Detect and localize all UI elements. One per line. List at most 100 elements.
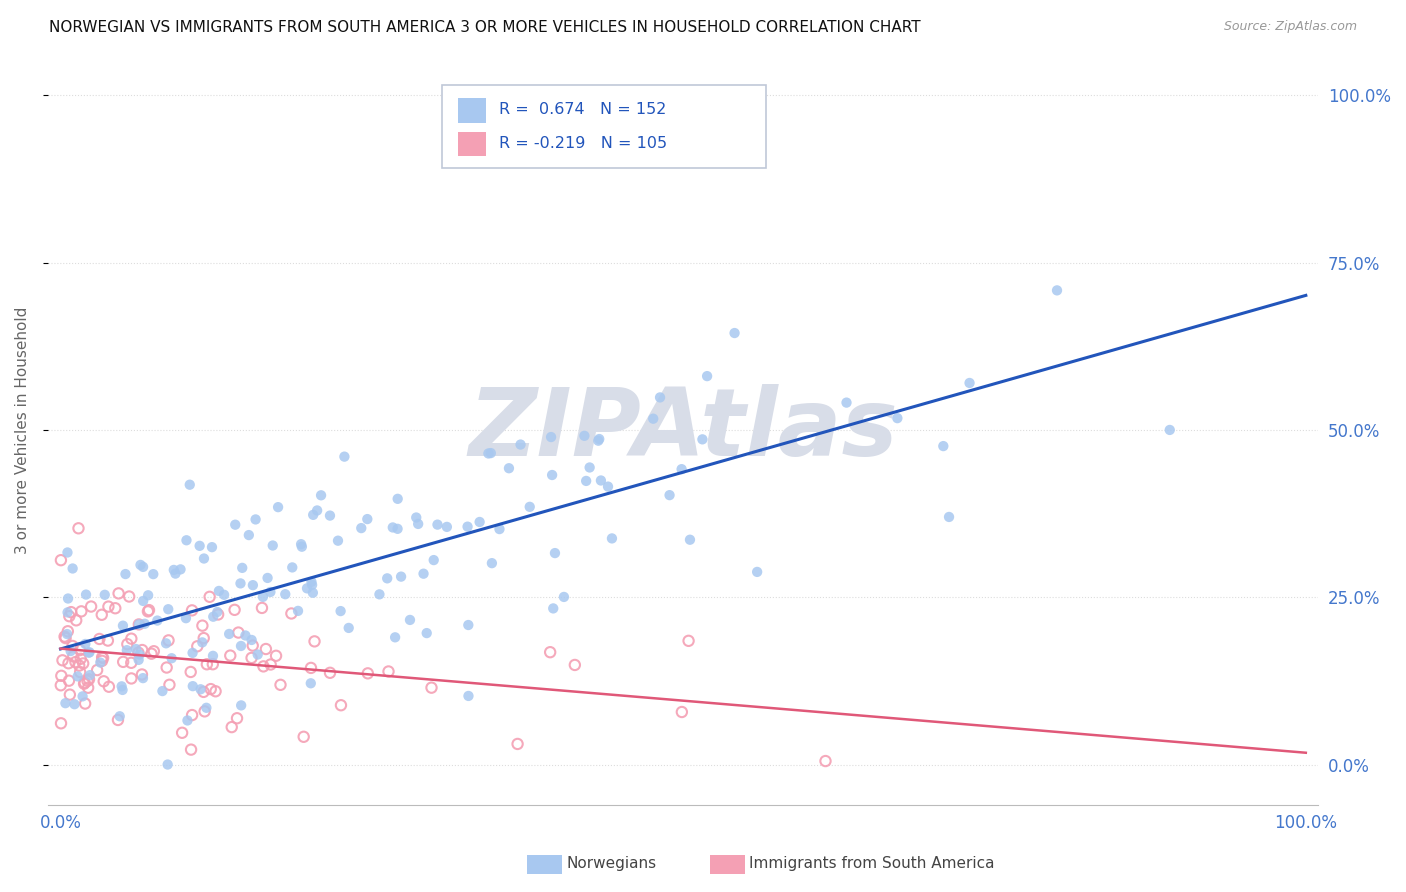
Point [250,601,273,615]
Text: R =  0.674   N = 152: R = 0.674 N = 152 [499,103,666,118]
Point [381,520,404,534]
Point [55,696,77,710]
Point [212,588,235,602]
Point [600,532,623,546]
FancyBboxPatch shape [441,85,766,168]
Point [141,647,163,661]
Point [165,566,187,581]
Point [136,604,159,618]
Point [488,522,510,536]
Point [174,611,197,625]
Point [302,508,325,522]
Point [254,642,277,657]
Point [129,558,152,572]
Point [457,519,479,533]
Point [1159,423,1181,437]
Point [59,688,82,702]
Point [387,522,409,536]
Point [204,684,226,698]
Point [72,657,94,671]
Point [420,681,443,695]
Point [156,757,179,772]
Point [195,657,218,672]
Point [540,430,562,444]
Point [574,429,596,443]
Point [67,521,90,535]
Point [387,491,409,506]
Point [326,533,349,548]
Point [329,604,352,618]
Point [259,657,281,672]
Point [287,604,309,618]
Point [56,545,79,559]
Point [191,635,214,649]
Point [131,667,153,681]
Point [75,588,97,602]
Point [208,583,231,598]
Point [415,626,437,640]
Point [60,605,83,619]
Point [477,446,499,460]
Point [202,609,225,624]
Point [163,563,186,577]
Point [128,648,150,662]
Point [228,625,250,640]
Point [146,614,169,628]
Point [405,510,427,524]
Point [152,684,174,698]
Point [330,698,353,713]
Point [195,700,218,714]
Point [588,432,610,446]
Point [188,539,211,553]
Point [679,533,702,547]
Point [127,646,149,660]
Point [160,651,183,665]
Point [747,565,769,579]
Point [132,671,155,685]
Point [77,673,100,687]
Point [176,714,198,728]
Point [377,665,399,679]
Point [886,411,908,425]
Point [544,546,567,560]
Point [252,659,274,673]
Point [172,725,194,739]
Point [107,586,129,600]
Point [56,627,79,641]
Point [191,618,214,632]
Point [267,500,290,515]
Point [384,630,406,644]
Point [959,376,981,390]
Point [62,639,84,653]
Point [280,607,302,621]
Point [128,653,150,667]
Point [506,737,529,751]
Point [112,655,135,669]
Point [319,665,342,680]
Point [69,643,91,657]
Point [201,648,224,663]
Point [114,567,136,582]
Point [118,590,141,604]
Point [422,553,444,567]
Point [468,515,491,529]
Point [399,613,422,627]
Point [219,648,242,663]
Point [553,590,575,604]
Point [120,632,142,646]
Point [51,653,73,667]
Point [159,678,181,692]
Point [49,678,72,692]
Text: Immigrants from South America: Immigrants from South America [749,856,995,871]
Point [309,488,332,502]
Point [194,704,217,718]
Point [333,450,356,464]
Point [274,587,297,601]
Point [76,673,98,688]
Point [94,588,117,602]
Point [575,474,598,488]
Point [658,488,681,502]
Point [97,680,120,694]
Point [125,642,148,657]
Point [498,461,520,475]
